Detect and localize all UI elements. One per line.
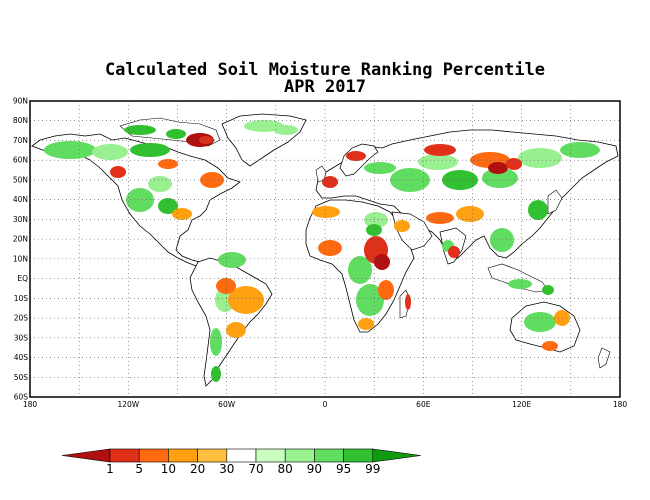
lat-label: 50S (14, 373, 29, 382)
legend-swatch (197, 448, 228, 463)
legend-swatch (343, 448, 374, 463)
legend-label: 95 (336, 462, 351, 476)
lat-label: 60S (14, 393, 29, 402)
lat-label: EQ (17, 274, 28, 283)
lat-label: 80N (13, 116, 28, 125)
lat-label: 20S (14, 314, 29, 323)
lat-label: 10N (13, 254, 28, 263)
lon-label: 180 (613, 400, 628, 409)
map-title: Calculated Soil Moisture Ranking Percent… (104, 60, 546, 80)
land-uk (315, 165, 327, 183)
lon-label: 0 (323, 400, 328, 409)
lat-label: 50N (13, 175, 28, 184)
lon-label: 120W (117, 400, 139, 409)
lat-label: 30S (14, 333, 29, 342)
moisture-patches (44, 120, 600, 382)
legend-label: 99 (365, 462, 380, 476)
lat-label: 20N (13, 235, 28, 244)
legend-label: 80 (278, 462, 293, 476)
lat-label: 60N (13, 156, 28, 165)
legend-label: 1 (106, 462, 114, 476)
legend-label: 70 (248, 462, 263, 476)
legend-swatch (168, 448, 198, 463)
lat-lon-grid (30, 101, 620, 397)
longitude-labels: 180 120W 60W 0 60E 120E 180 (23, 400, 628, 409)
lat-label: 70N (13, 136, 28, 145)
latitude-labels: 90N 80N 70N 60N 50N 40N 30N 20N 10N EQ 10S 20S 30S 40… (13, 97, 28, 402)
lat-label: 40S (14, 353, 29, 362)
lat-label: 40N (13, 195, 28, 204)
legend-swatch (314, 448, 344, 463)
lat-label: 10S (14, 294, 29, 303)
lon-label: 60W (218, 400, 236, 409)
legend-label: 30 (219, 462, 234, 476)
legend-label: 20 (190, 462, 205, 476)
legend-swatch (255, 448, 286, 463)
land-japan (547, 189, 563, 215)
percentile-legend: 1 5 10 20 30 70 80 90 95 99 (61, 448, 421, 476)
lon-label: 120E (512, 400, 531, 409)
legend-swatch (226, 448, 257, 463)
land-layer (31, 113, 619, 387)
map-frame (29, 100, 621, 398)
legend-swatch (138, 448, 169, 463)
legend-swatch (284, 448, 315, 463)
legend-label: 10 (161, 462, 176, 476)
map-subtitle: APR 2017 (284, 77, 366, 97)
legend-label: 90 (307, 462, 322, 476)
legend-label: 5 (135, 462, 143, 476)
land-new-zealand (597, 347, 611, 369)
lon-label: 60E (416, 400, 431, 409)
lon-label: 180 (23, 400, 38, 409)
legend-swatch (109, 448, 140, 463)
legend-arrow-high (372, 448, 421, 463)
lat-label: 30N (13, 215, 28, 224)
lat-label: 90N (13, 97, 28, 106)
legend-arrow-low (61, 448, 111, 463)
